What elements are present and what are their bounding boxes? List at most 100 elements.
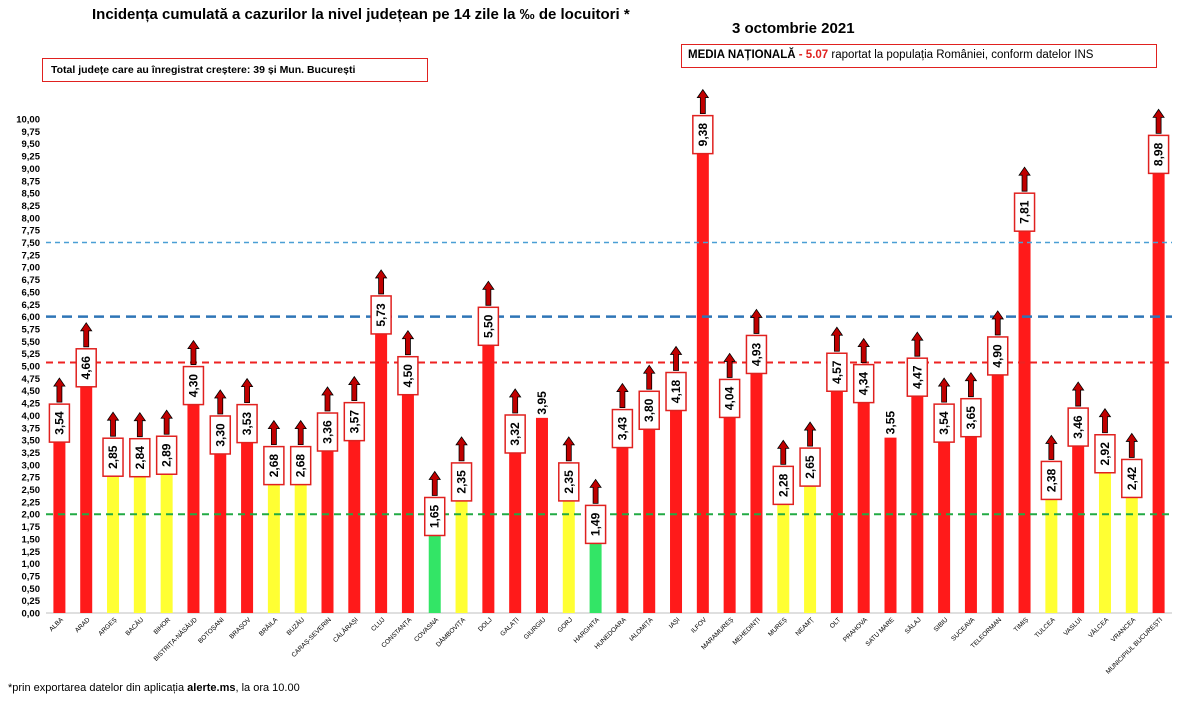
value-label-box [584,504,607,545]
increase-arrow [777,439,790,465]
value-label-box [423,496,446,537]
value-label-box [316,412,339,452]
bar [991,370,1004,613]
y-tick-label: 7,50 [22,238,41,249]
increase-arrow [482,280,495,306]
footnote-prefix: *prin exportarea datelor din aplicația [8,682,185,694]
bar [964,432,977,613]
category-label: TULCEA [1034,616,1058,640]
value-label: 2,85 [106,445,120,469]
value-label-box [370,295,392,335]
footnote-app: alerte.ms [187,682,236,694]
value-label: 3,95 [535,391,549,415]
y-tick-label: 0,00 [22,609,41,620]
bar [616,443,629,613]
category-label: SUCEAVA [950,616,977,643]
value-label: 3,54 [52,411,66,435]
bar [214,449,227,613]
chart-title: Incidența cumulată a cazurilor la nivel … [92,6,630,23]
value-label: 3,57 [347,410,361,434]
bar [482,341,495,613]
value-label-box [48,403,71,443]
value-label-group: 3,43 [611,382,634,449]
y-tick-label: 6,75 [22,275,41,286]
y-tick-label: 7,25 [22,250,41,261]
value-label-box [772,465,795,506]
bar [1072,442,1085,613]
y-tick-label: 2,00 [22,510,41,521]
value-label-box [155,435,178,475]
category-label: DÂMBOVIȚA [434,615,468,649]
value-label-box [718,378,741,419]
y-tick-label: 8,75 [22,176,41,187]
value-label-group: 4,90 [986,310,1009,376]
national-average-box: MEDIA NAȚIONALĂ - 5.07 raportat la popul… [681,44,1157,68]
value-label: 4,30 [186,374,200,398]
y-tick-label: 3,00 [22,460,41,471]
y-tick-label: 5,50 [22,337,41,348]
value-label-group: 4,34 [852,337,875,404]
increase-arrow [374,269,388,295]
category-label: SIBIU [933,616,950,633]
y-tick-label: 6,25 [22,300,41,311]
category-label: BIHOR [153,616,173,636]
increase-arrow [133,411,147,438]
value-label-group: 2,84 [129,411,151,478]
value-label: 4,90 [991,344,1005,368]
increase-arrow [964,371,978,398]
bar [321,447,334,613]
category-label: MUREȘ [767,616,789,638]
increase-arrow [589,478,602,504]
bar [375,329,388,613]
bar [267,480,280,613]
value-label-box [745,334,768,375]
category-label: IAȘI [668,616,682,630]
value-label: 4,57 [830,360,844,384]
y-tick-label: 8,25 [22,201,41,212]
value-label-box [852,363,875,404]
value-label: 3,53 [240,412,254,436]
increase-arrow [106,411,120,437]
value-label-group: 2,85 [102,411,124,477]
value-label: 2,68 [267,454,281,478]
y-tick-label: 9,75 [22,127,41,138]
bar [1045,495,1058,613]
bar [830,387,843,613]
value-label: 2,89 [160,443,174,467]
increase-arrow [428,470,441,496]
value-label-box [906,357,929,397]
bar [428,531,441,613]
value-label-group: 2,65 [799,421,821,487]
y-tick-label: 8,00 [22,213,41,224]
category-label: BRĂILA [257,615,280,638]
value-label-box [236,403,258,444]
value-label: 2,28 [776,473,790,497]
bar [696,149,709,614]
y-tick-label: 5,25 [22,349,41,360]
value-label-box [1013,192,1036,232]
value-label-box [263,445,285,486]
increase-arrow [1071,381,1085,407]
value-label-box [799,447,821,487]
increase-arrow [803,421,817,447]
y-tick-label: 2,75 [22,473,41,484]
value-label-box [129,437,151,478]
y-tick-label: 3,75 [22,423,41,434]
increase-arrow [214,389,227,415]
increase-arrow [830,326,844,352]
value-label-box [1067,407,1089,447]
bar [857,398,870,613]
value-label: 2,65 [803,455,817,479]
value-label-group: 3,65 [960,371,982,438]
value-label: 3,65 [964,406,978,430]
increase-arrow [991,310,1005,336]
value-label-group: 4,93 [745,308,768,375]
value-label-box [75,348,97,388]
value-label-box [343,401,366,442]
increase-arrow [857,337,870,364]
value-label-group: 3,53 [236,377,258,444]
value-label-group: 3,54 [933,377,955,443]
increase-arrow [53,377,66,403]
increase-arrow [669,345,683,371]
